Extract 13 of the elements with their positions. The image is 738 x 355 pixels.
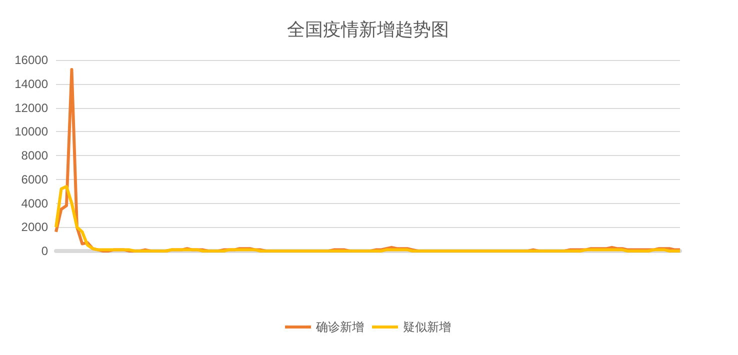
y-tick-label: 8000 — [21, 148, 48, 162]
legend-label: 疑似新增 — [403, 320, 451, 334]
y-tick-label: 12000 — [14, 100, 48, 115]
y-tick-label: 14000 — [14, 76, 48, 91]
line-series — [54, 185, 682, 252]
y-tick-label: 0 — [41, 244, 48, 258]
legend-label: 确诊新增 — [315, 320, 364, 334]
y-tick-label: 6000 — [21, 172, 48, 186]
y-tick-label: 2000 — [21, 220, 48, 234]
y-tick-label: 16000 — [14, 53, 48, 67]
y-tick-label: 10000 — [14, 124, 48, 139]
chart-title: 全国疫情新增趋势图 — [287, 20, 449, 40]
y-tick-label: 4000 — [21, 196, 48, 210]
